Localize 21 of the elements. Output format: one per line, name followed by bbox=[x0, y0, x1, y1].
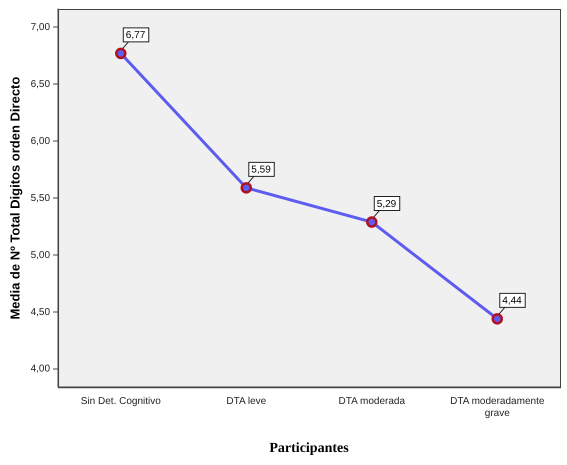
x-tick-label: Sin Det. Cognitivo bbox=[80, 396, 162, 407]
y-tick-label: 5,00 bbox=[30, 250, 50, 261]
y-tick-label: 4,50 bbox=[30, 306, 50, 318]
y-tick-label: 6,00 bbox=[30, 136, 50, 147]
point bbox=[115, 48, 127, 60]
x-tick-label: DTA moderada bbox=[338, 396, 406, 407]
point bbox=[366, 216, 378, 228]
data-label: 5,59 bbox=[251, 164, 272, 176]
point bbox=[240, 182, 252, 194]
data-label: 6,77 bbox=[126, 30, 146, 42]
x-tick-label: DTA leve bbox=[226, 396, 267, 407]
y-tick-label: 5,50 bbox=[30, 192, 50, 204]
data-label: 4,44 bbox=[502, 296, 522, 307]
y-tick-label: 6,50 bbox=[30, 78, 50, 90]
y-tick-label: 4,00 bbox=[30, 364, 50, 375]
y-axis-title: Media de Nº Total Digitos orden Directo bbox=[7, 76, 22, 320]
x-tick-label: DTA moderadamente grave bbox=[450, 396, 545, 419]
y-tick-label: 7,00 bbox=[30, 22, 50, 33]
x-axis-title: Participantes bbox=[269, 441, 350, 456]
point bbox=[492, 313, 504, 325]
data-label: 5,29 bbox=[376, 198, 397, 210]
